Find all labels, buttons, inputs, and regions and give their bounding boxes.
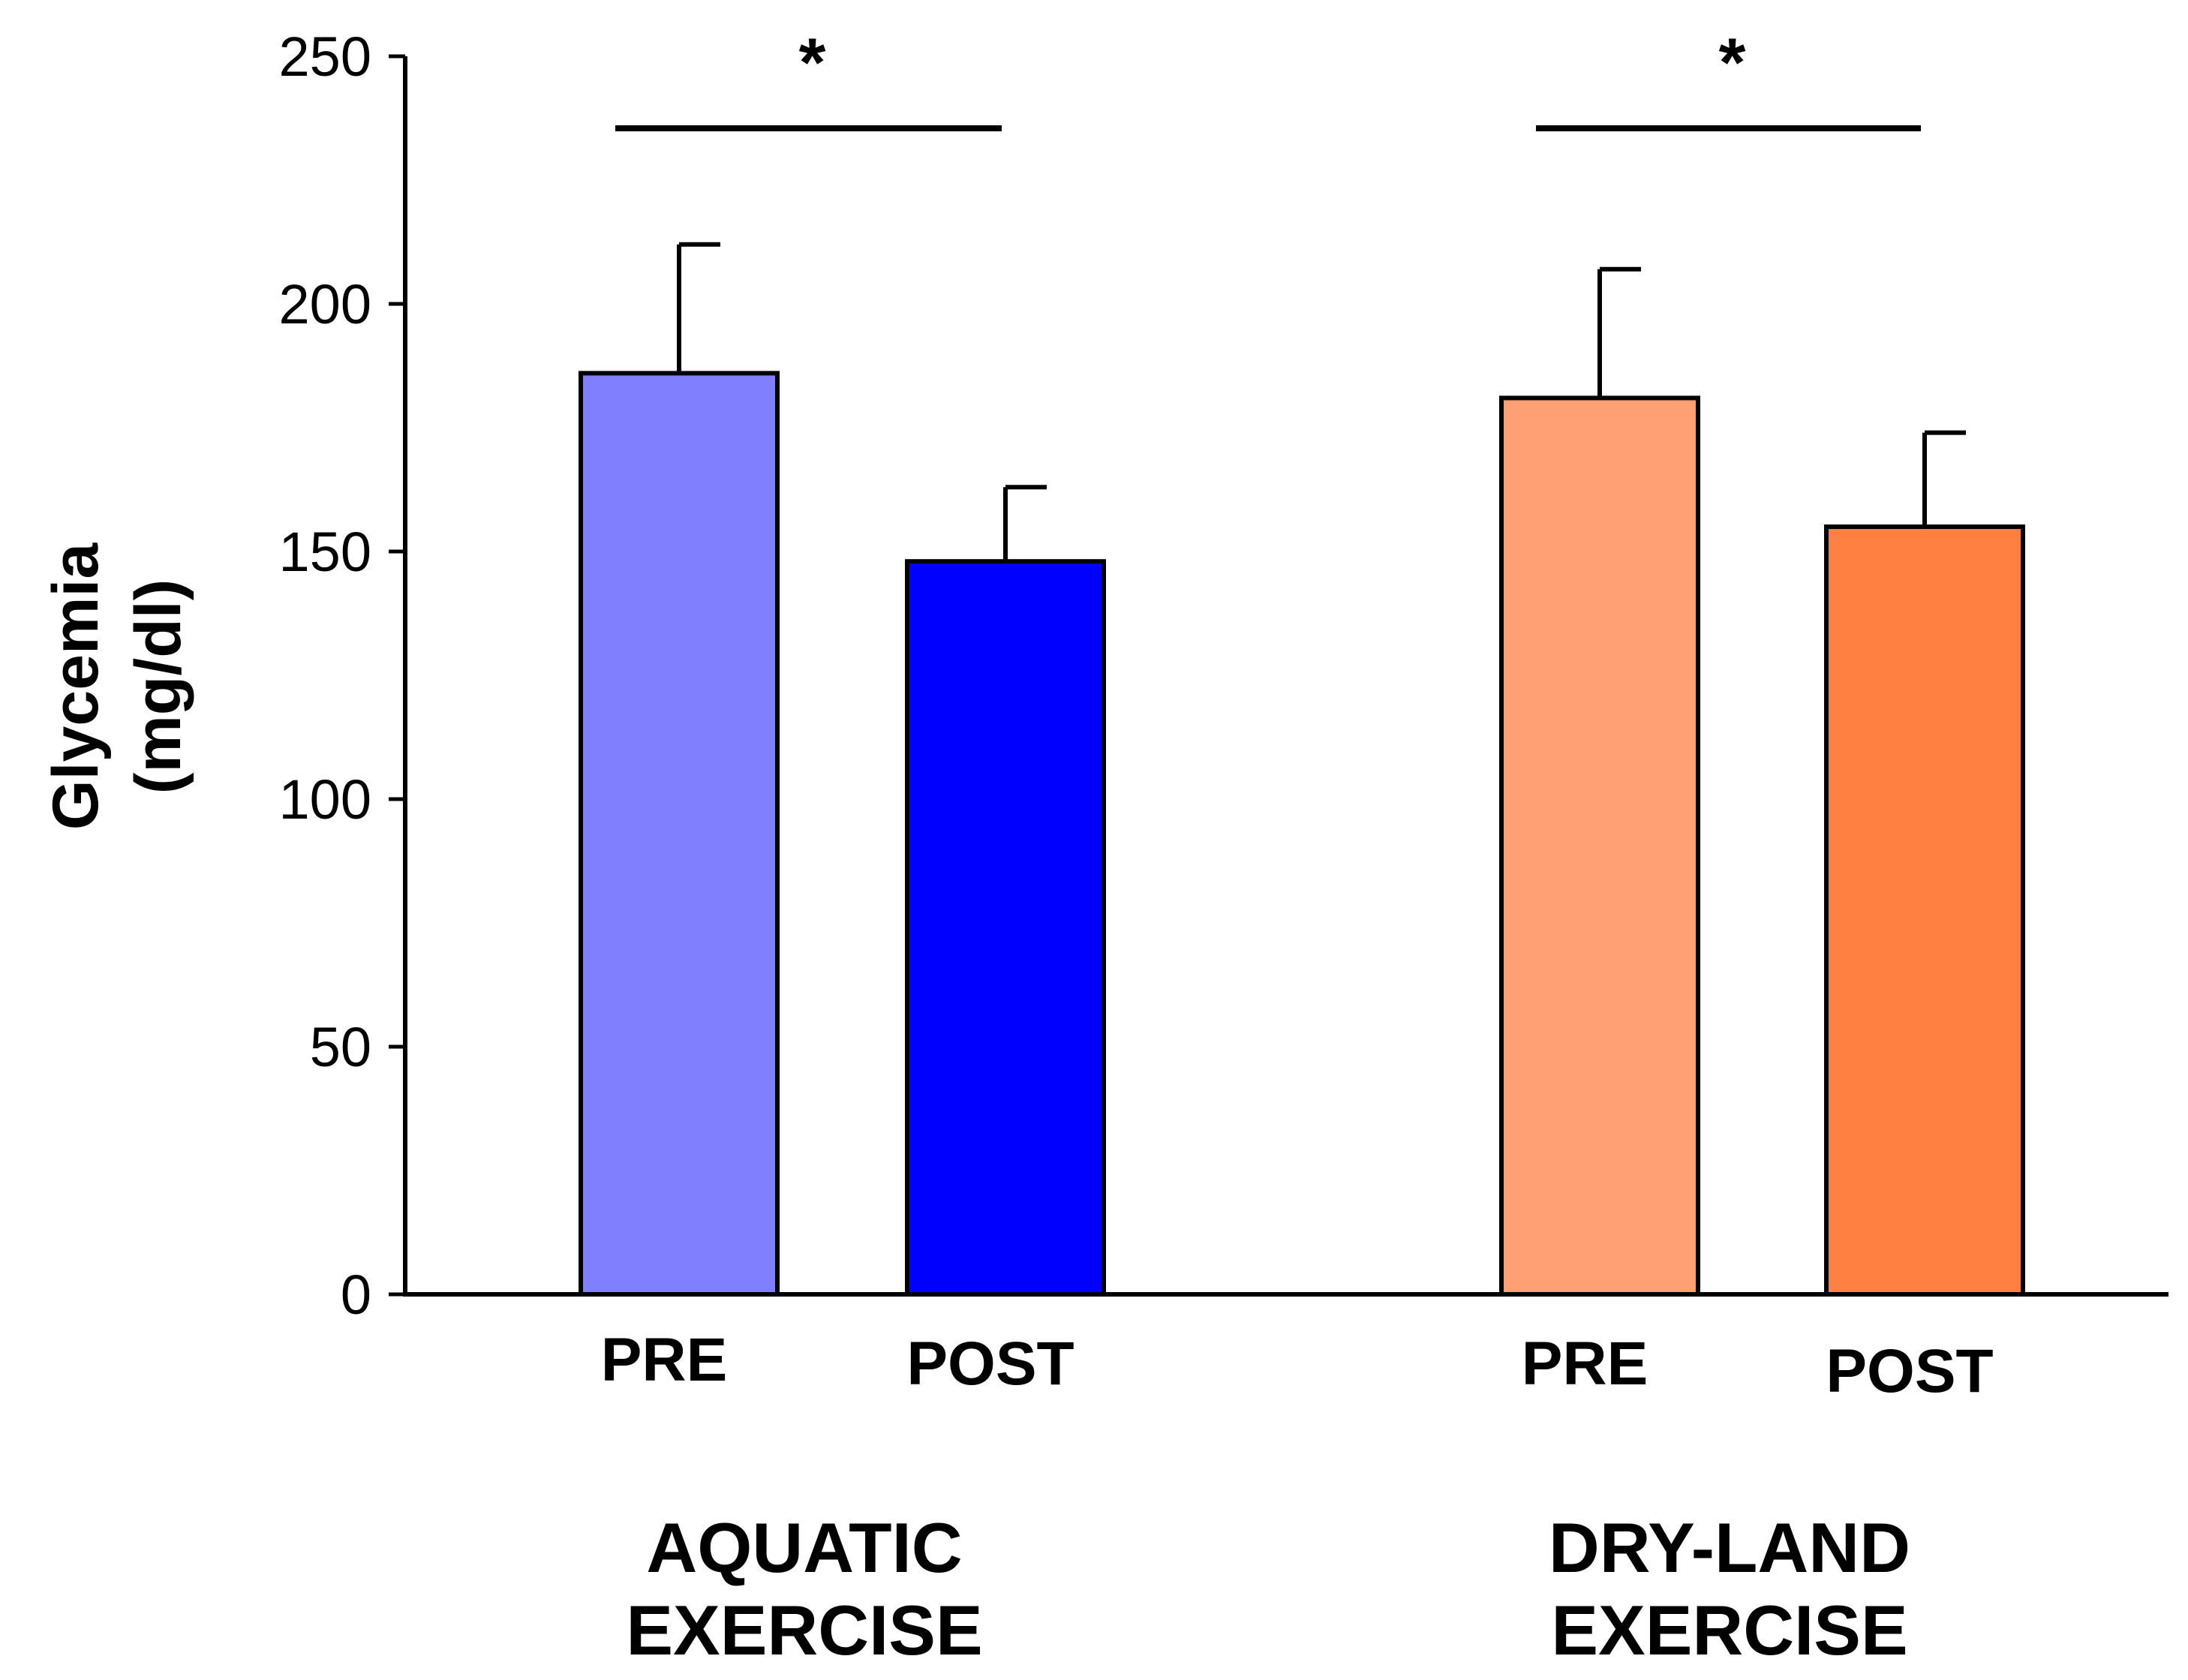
- group-label: EXERCISE: [626, 1591, 982, 1669]
- y-axis-label: Glycemia (mg/dl): [40, 542, 194, 831]
- significance-marker: *: [799, 25, 826, 101]
- y-tick-label: 100: [279, 768, 371, 831]
- y-tick-label: 0: [341, 1264, 371, 1326]
- x-category-label: POST: [906, 1330, 1074, 1398]
- x-category-label: PRE: [1522, 1330, 1649, 1398]
- y-axis-label-line-1: Glycemia: [40, 542, 112, 831]
- x-category-label: POST: [1826, 1337, 1993, 1405]
- x-category-label: PRE: [601, 1326, 728, 1394]
- bar: [905, 559, 1106, 1297]
- y-axis-label-line-2: (mg/dl): [122, 579, 194, 795]
- group-label: AQUATIC: [646, 1508, 962, 1587]
- y-tick-label: 250: [279, 26, 371, 88]
- significance-marker: *: [1719, 25, 1746, 101]
- bar: [1824, 524, 2025, 1297]
- bar: [1499, 395, 1700, 1297]
- y-tick-label: 150: [279, 521, 371, 583]
- group-label: EXERCISE: [1551, 1591, 1907, 1669]
- y-tick-label: 50: [310, 1016, 371, 1078]
- group-label: DRY-LAND: [1549, 1508, 1910, 1587]
- category-labels: PRE POST PRE POST: [601, 1326, 1994, 1405]
- bar: [579, 371, 780, 1297]
- y-tick-label: 200: [279, 273, 371, 335]
- plot-area: 0 50 100 150 200 250 * *: [279, 25, 2168, 1326]
